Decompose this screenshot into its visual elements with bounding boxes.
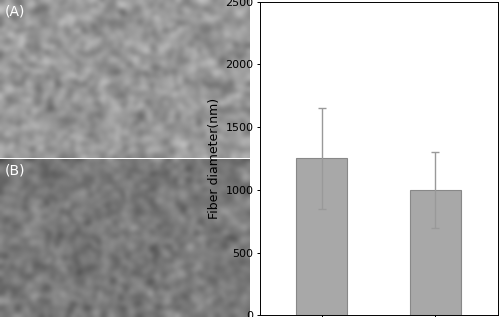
Bar <box>296 158 348 315</box>
Y-axis label: Fiber diameter(nm): Fiber diameter(nm) <box>208 98 221 219</box>
Text: (A): (A) <box>5 5 25 19</box>
Text: (B): (B) <box>5 163 25 177</box>
Bar <box>410 190 461 315</box>
